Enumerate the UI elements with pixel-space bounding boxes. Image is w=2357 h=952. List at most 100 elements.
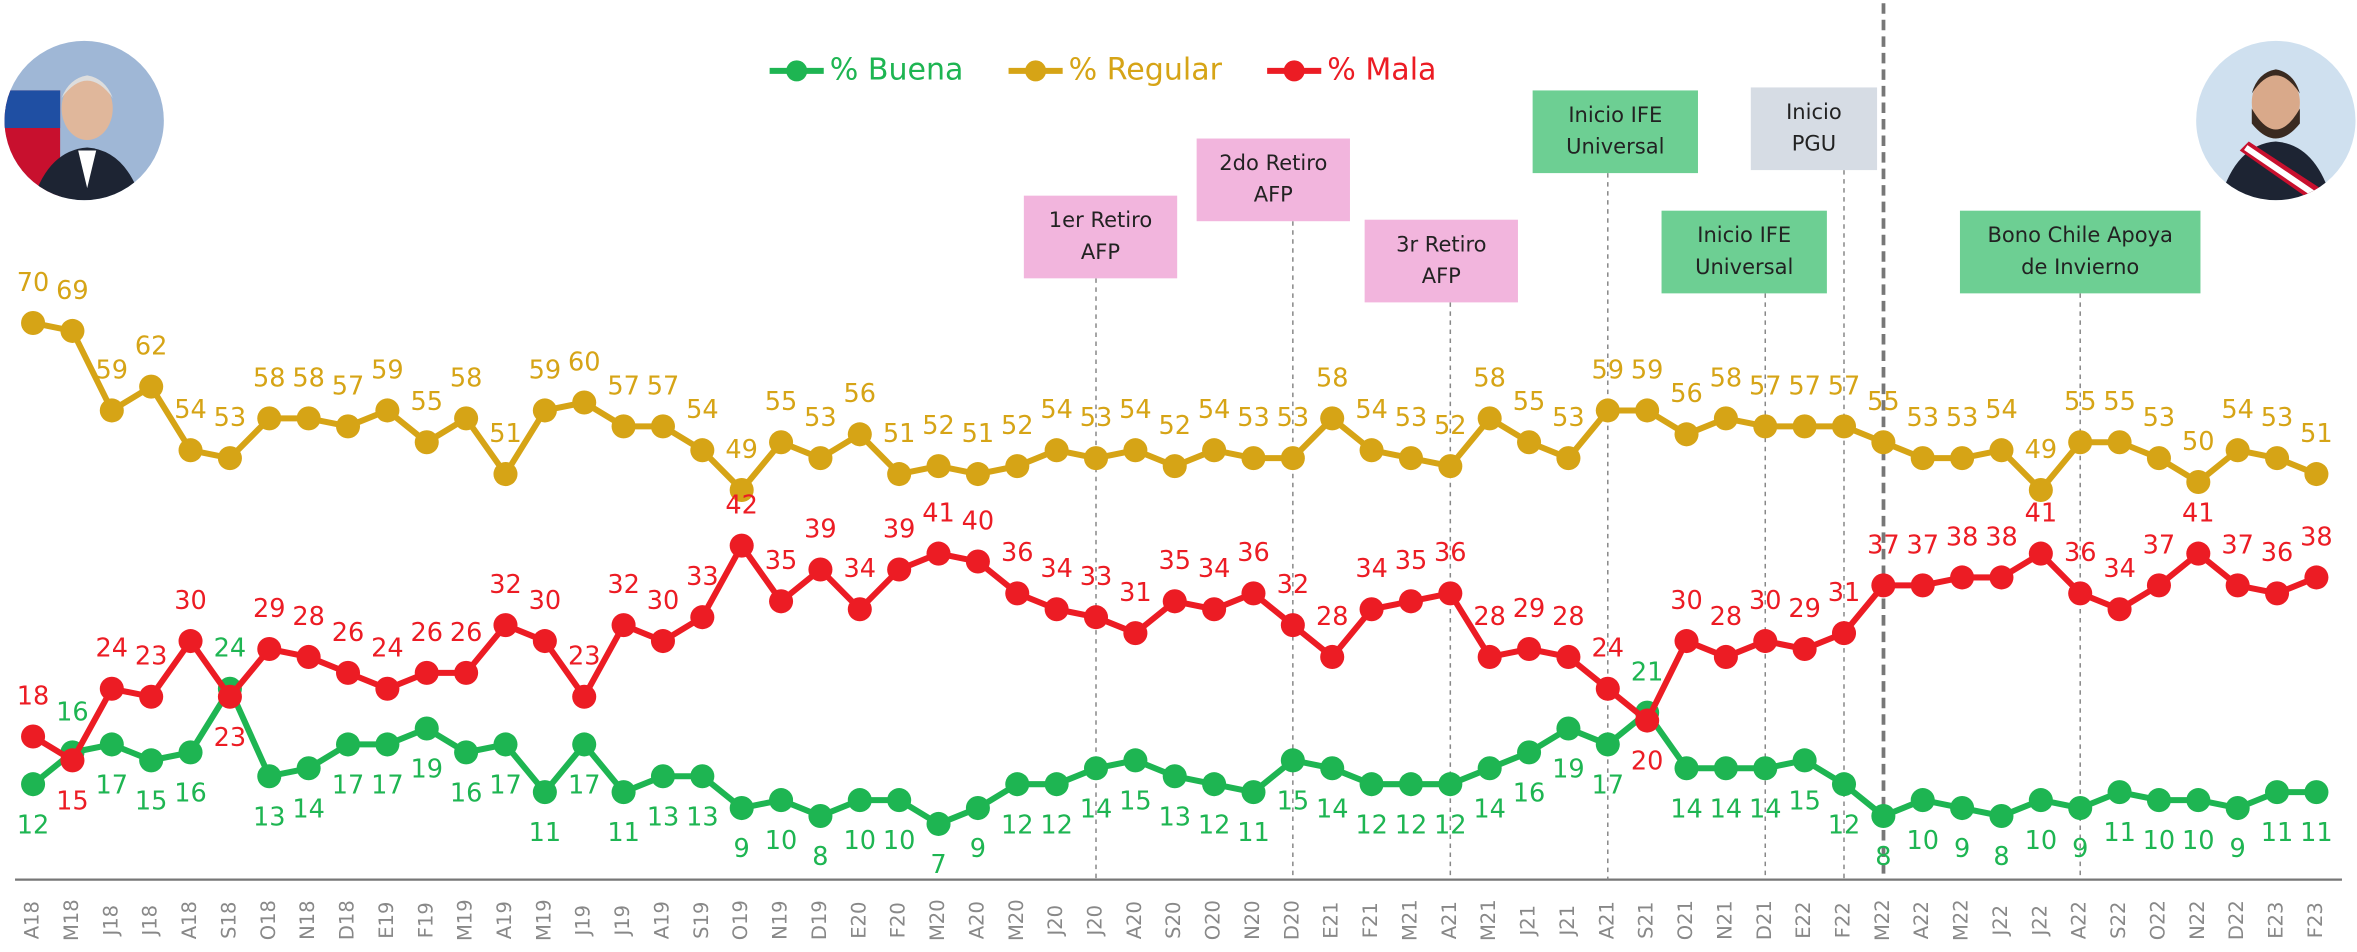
point <box>729 796 754 821</box>
annotation-text: Universal <box>1695 254 1793 279</box>
legend-item: % Buena <box>769 52 964 87</box>
x-tick-label: A18 <box>21 901 44 939</box>
data-label: 28 <box>1552 602 1585 632</box>
data-label: 12 <box>1434 810 1467 840</box>
data-label: 28 <box>1316 602 1349 632</box>
point <box>1320 644 1345 669</box>
point <box>1950 796 1975 821</box>
point <box>1162 589 1187 614</box>
x-tick-label: A18 <box>178 901 201 939</box>
point <box>1595 398 1620 423</box>
data-label: 12 <box>1198 810 1231 840</box>
point <box>1162 764 1187 789</box>
point <box>965 549 990 574</box>
point <box>532 398 557 423</box>
point <box>1044 772 1069 797</box>
point <box>1831 621 1857 646</box>
data-label: 14 <box>292 794 325 824</box>
data-label: 37 <box>1906 530 1939 560</box>
data-label: 30 <box>1749 586 1782 616</box>
point <box>1320 756 1345 781</box>
point <box>217 684 242 709</box>
point <box>257 636 282 662</box>
point <box>2146 788 2171 813</box>
data-label: 10 <box>2143 826 2176 856</box>
data-label: 32 <box>489 570 522 600</box>
point <box>2186 788 2211 813</box>
data-label: 30 <box>174 586 207 616</box>
data-label: 10 <box>2025 826 2058 856</box>
data-label: 51 <box>962 419 995 449</box>
point <box>21 724 46 749</box>
data-label: 28 <box>1710 602 1743 632</box>
point <box>2068 796 2093 821</box>
data-label: 37 <box>1867 530 1900 560</box>
point <box>2225 573 2250 598</box>
point <box>1517 740 1542 765</box>
data-label: 13 <box>647 802 680 832</box>
point <box>1635 398 1660 423</box>
point <box>2107 597 2132 622</box>
data-label: 7 <box>930 850 946 880</box>
annotation-text: Universal <box>1566 134 1664 159</box>
x-tick-label: M21 <box>1477 899 1500 941</box>
point <box>1241 581 1266 606</box>
x-tick-label: A20 <box>965 901 988 939</box>
data-label: 52 <box>922 411 955 441</box>
data-label: 38 <box>2300 522 2333 552</box>
data-label: 40 <box>962 506 995 536</box>
x-tick-label: N19 <box>769 900 792 939</box>
data-label: 19 <box>1552 755 1585 785</box>
point <box>454 406 479 431</box>
point <box>375 398 400 423</box>
data-label: 53 <box>1395 403 1428 433</box>
x-tick-label: D19 <box>808 900 831 940</box>
point <box>1989 565 2014 590</box>
point <box>690 764 715 789</box>
point <box>335 660 361 685</box>
data-label: 26 <box>410 618 443 648</box>
data-label: 11 <box>529 818 562 848</box>
data-label: 9 <box>2230 834 2246 864</box>
data-label: 15 <box>1788 786 1821 816</box>
x-tick-label: M20 <box>926 899 949 941</box>
data-label: 69 <box>56 276 89 306</box>
point <box>21 310 46 336</box>
data-label: 32 <box>607 570 640 600</box>
x-tick-label: E22 <box>1792 902 1815 939</box>
x-tick-label: J20 <box>1084 905 1107 938</box>
annotation-box <box>1750 87 1878 171</box>
data-label: 58 <box>450 363 483 393</box>
annotation-text: Bono Chile Apoya <box>1987 222 2172 247</box>
point <box>60 318 85 343</box>
point <box>926 811 951 836</box>
point <box>1792 414 1817 439</box>
x-tick-label: S18 <box>217 902 240 939</box>
x-tick-label: M20 <box>1005 899 1028 941</box>
point <box>1438 454 1463 479</box>
point <box>1044 438 1069 463</box>
data-label: 34 <box>1355 554 1388 584</box>
data-label: 10 <box>1906 826 1939 856</box>
point <box>650 414 675 439</box>
annotation-text: AFP <box>1254 182 1293 207</box>
legend-label: % Buena <box>830 52 964 87</box>
annotation-text: Inicio IFE <box>1697 222 1791 247</box>
data-label: 11 <box>2300 818 2333 848</box>
point <box>2304 462 2329 487</box>
point <box>335 414 361 439</box>
photo-right <box>2196 40 2356 201</box>
data-label: 8 <box>1875 842 1891 872</box>
point <box>1556 644 1581 669</box>
point <box>1123 438 1148 463</box>
point <box>1005 581 1030 606</box>
point <box>2028 788 2053 813</box>
point <box>178 629 203 654</box>
annotation-text: 3r Retiro <box>1396 231 1486 256</box>
data-label: 12 <box>1395 810 1428 840</box>
annotation-box <box>1364 219 1518 303</box>
data-label: 57 <box>1749 371 1782 401</box>
data-label: 59 <box>96 355 129 385</box>
point <box>178 438 203 463</box>
point <box>2146 573 2171 598</box>
